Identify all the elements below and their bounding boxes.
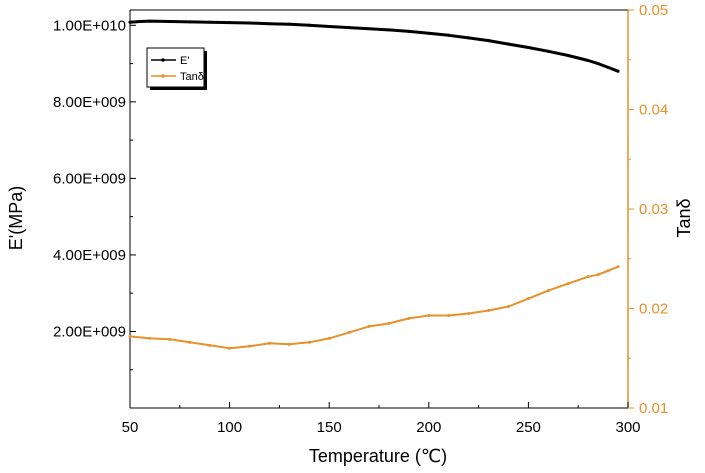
x-tick-label: 100 (217, 419, 242, 436)
x-tick-label: 200 (416, 419, 441, 436)
series-point-tan-delta (287, 342, 291, 346)
y-left-tick-label: 4.00E+009 (53, 247, 126, 264)
x-tick-label: 50 (122, 419, 139, 436)
series-point-e-prime (596, 62, 600, 66)
series-point-e-prime (387, 28, 391, 32)
series-point-e-prime (307, 23, 311, 27)
series-point-e-prime (188, 20, 192, 24)
legend-box-shadow-bottom (150, 87, 207, 90)
series-point-e-prime (616, 69, 620, 73)
series-point-tan-delta (208, 343, 212, 347)
y-axis-right-title: Tanδ (674, 198, 694, 237)
legend-label-tan-delta: Tanδ (180, 71, 204, 83)
series-line-tan-delta (129, 265, 619, 350)
series-point-tan-delta (347, 330, 351, 334)
series-point-e-prime (128, 20, 132, 24)
series-point-tan-delta (248, 344, 252, 348)
legend-box (146, 47, 205, 88)
series-point-e-prime (148, 19, 152, 23)
series-point-e-prime (208, 20, 212, 24)
y-right-tick-label: 0.01 (639, 400, 668, 417)
series-point-tan-delta (228, 346, 232, 350)
series-point-tan-delta (606, 269, 610, 273)
series-point-e-prime (327, 24, 331, 28)
y-right-tick-label: 0.02 (639, 301, 668, 318)
series-point-tan-delta (616, 265, 620, 269)
series-point-tan-delta (267, 341, 271, 345)
x-axis-title: Temperature (℃) (309, 446, 447, 466)
y-right-tick-label: 0.05 (639, 2, 668, 19)
legend: E' Tanδ (146, 47, 207, 90)
series-point-tan-delta (447, 313, 451, 317)
series-point-e-prime (566, 54, 570, 58)
series-point-tan-delta (467, 311, 471, 315)
series-point-e-prime (228, 21, 232, 25)
series-point-tan-delta (487, 308, 491, 312)
legend-label-e-prime: E' (180, 55, 189, 67)
series-point-tan-delta (188, 340, 192, 344)
series-point-tan-delta (546, 289, 550, 293)
series-point-e-prime (347, 26, 351, 30)
x-axis: 50 100 150 200 250 300 (122, 402, 641, 436)
x-tick-label: 150 (317, 419, 342, 436)
legend-marker-tan-delta (161, 74, 165, 78)
series-point-e-prime (248, 21, 252, 25)
series-point-tan-delta (596, 273, 600, 277)
series-point-tan-delta (566, 282, 570, 286)
series-point-e-prime (506, 42, 510, 46)
series-point-e-prime (546, 49, 550, 53)
y-axis-right: 0.01 0.02 0.03 0.04 0.05 (628, 2, 668, 417)
y-axis-left: 2.00E+009 4.00E+009 6.00E+009 8.00E+009 1.00… (53, 17, 136, 371)
series-point-tan-delta (327, 336, 331, 340)
series-point-tan-delta (128, 334, 132, 338)
series-point-tan-delta (168, 337, 172, 341)
y-right-tick-label: 0.04 (639, 102, 668, 119)
legend-marker-e-prime (161, 58, 165, 62)
series-point-e-prime (487, 39, 491, 43)
series-point-e-prime (467, 36, 471, 40)
series-point-tan-delta (427, 313, 431, 317)
series-line-e-prime (128, 19, 620, 73)
y-left-tick-label: 8.00E+009 (53, 94, 126, 111)
x-tick-label: 250 (516, 419, 541, 436)
series-point-tan-delta (367, 324, 371, 328)
series-point-e-prime (606, 65, 610, 69)
series-point-e-prime (447, 33, 451, 37)
series-point-tan-delta (148, 336, 152, 340)
series-point-e-prime (267, 22, 271, 26)
series-point-e-prime (586, 59, 590, 63)
series-point-tan-delta (586, 275, 590, 279)
series-point-e-prime (367, 27, 371, 31)
series-point-e-prime (138, 19, 142, 23)
series-point-tan-delta (407, 316, 411, 320)
x-tick-label: 300 (615, 419, 640, 436)
series-point-tan-delta (307, 340, 311, 344)
series-layer (128, 19, 620, 350)
y-left-tick-label: 6.00E+009 (53, 170, 126, 187)
series-point-e-prime (168, 19, 172, 23)
y-axis-left-title: E'(MPa) (6, 186, 26, 250)
series-point-tan-delta (526, 297, 530, 301)
series-point-e-prime (407, 29, 411, 33)
y-left-tick-label: 1.00E+010 (53, 17, 126, 34)
y-left-tick-label: 2.00E+009 (53, 323, 126, 340)
series-point-tan-delta (506, 305, 510, 309)
series-point-e-prime (427, 31, 431, 35)
legend-box-shadow-right (204, 51, 207, 90)
y-right-tick-label: 0.03 (639, 201, 668, 218)
series-point-e-prime (526, 46, 530, 50)
series-point-tan-delta (387, 321, 391, 325)
series-point-e-prime (287, 22, 291, 26)
